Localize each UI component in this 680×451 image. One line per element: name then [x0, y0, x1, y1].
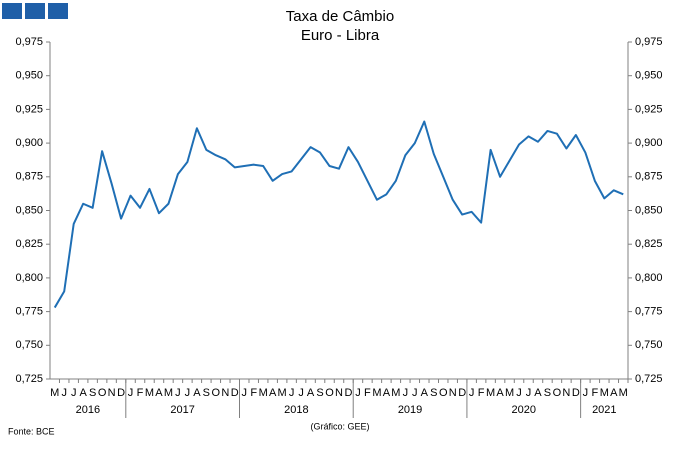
x-tick-label: A — [193, 387, 201, 399]
y-tick-label: 0,775 — [15, 306, 43, 318]
x-tick-label: S — [544, 387, 551, 399]
y2-tick-label: 0,950 — [635, 70, 663, 82]
y2-tick-label: 0,875 — [635, 171, 663, 183]
x-tick-label: M — [391, 387, 400, 399]
y2-tick-label: 0,800 — [635, 272, 663, 284]
x-tick-label: J — [241, 387, 247, 399]
x-tick-label: J — [469, 387, 475, 399]
x-tick-label: M — [486, 387, 495, 399]
x-tick-label: N — [221, 387, 229, 399]
year-label: 2021 — [592, 404, 616, 416]
year-label: 2018 — [284, 404, 308, 416]
x-tick-label: J — [583, 387, 589, 399]
x-tick-label: M — [145, 387, 154, 399]
y2-tick-label: 0,900 — [635, 137, 663, 149]
x-tick-label: F — [137, 387, 144, 399]
year-label: 2016 — [76, 404, 100, 416]
y-tick-label: 0,975 — [15, 36, 43, 48]
x-tick-label: A — [307, 387, 315, 399]
source: Fonte: BCE — [8, 426, 55, 436]
x-tick-label: S — [316, 387, 323, 399]
x-tick-label: M — [259, 387, 268, 399]
x-tick-label: J — [128, 387, 134, 399]
x-tick-label: D — [117, 387, 125, 399]
y2-tick-label: 0,975 — [635, 36, 663, 48]
x-tick-label: N — [335, 387, 343, 399]
y2-tick-label: 0,850 — [635, 204, 663, 216]
x-tick-label: N — [562, 387, 570, 399]
y2-tick-label: 0,825 — [635, 238, 663, 250]
x-tick-label: M — [619, 387, 628, 399]
y2-tick-label: 0,725 — [635, 373, 663, 385]
x-tick-label: F — [478, 387, 485, 399]
x-tick-label: J — [516, 387, 522, 399]
x-tick-label: F — [364, 387, 371, 399]
x-tick-label: M — [50, 387, 59, 399]
x-tick-label: O — [553, 387, 562, 399]
x-tick-label: O — [98, 387, 107, 399]
y-tick-label: 0,825 — [15, 238, 43, 250]
x-tick-label: M — [278, 387, 287, 399]
x-tick-label: N — [449, 387, 457, 399]
x-tick-label: M — [164, 387, 173, 399]
y-tick-label: 0,750 — [15, 339, 43, 351]
x-tick-label: F — [591, 387, 598, 399]
year-label: 2019 — [398, 404, 422, 416]
x-tick-label: A — [421, 387, 429, 399]
x-tick-label: O — [212, 387, 221, 399]
x-tick-label: A — [534, 387, 542, 399]
data-line — [53, 120, 624, 309]
x-tick-label: J — [412, 387, 418, 399]
x-tick-label: O — [439, 387, 448, 399]
x-tick-label: J — [298, 387, 304, 399]
y2-tick-label: 0,750 — [635, 339, 663, 351]
y2-tick-label: 0,925 — [635, 103, 663, 115]
x-tick-label: N — [108, 387, 116, 399]
y-tick-label: 0,950 — [15, 70, 43, 82]
x-tick-label: J — [175, 387, 181, 399]
x-tick-label: S — [89, 387, 96, 399]
y-tick-label: 0,725 — [15, 373, 43, 385]
x-tick-label: A — [79, 387, 87, 399]
x-tick-label: S — [430, 387, 437, 399]
x-tick-label: F — [250, 387, 257, 399]
x-tick-label: A — [155, 387, 163, 399]
x-tick-label: M — [372, 387, 381, 399]
year-label: 2020 — [512, 404, 536, 416]
y-tick-label: 0,875 — [15, 171, 43, 183]
x-tick-label: D — [572, 387, 580, 399]
y-tick-label: 0,850 — [15, 204, 43, 216]
y-tick-label: 0,900 — [15, 137, 43, 149]
x-tick-label: M — [505, 387, 514, 399]
x-tick-label: O — [325, 387, 334, 399]
chart-subtitle: Euro - Libra — [301, 27, 380, 44]
x-tick-label: A — [269, 387, 277, 399]
y-tick-label: 0,800 — [15, 272, 43, 284]
credit: (Gráfico: GEE) — [310, 421, 369, 431]
x-tick-label: D — [458, 387, 466, 399]
x-tick-label: D — [344, 387, 352, 399]
x-tick-label: J — [185, 387, 191, 399]
x-tick-label: S — [203, 387, 210, 399]
x-tick-label: A — [610, 387, 618, 399]
x-tick-label: M — [600, 387, 609, 399]
x-tick-label: J — [355, 387, 361, 399]
x-tick-label: J — [403, 387, 409, 399]
year-label: 2017 — [170, 404, 194, 416]
x-tick-label: J — [61, 387, 67, 399]
x-tick-label: A — [383, 387, 391, 399]
y2-tick-label: 0,775 — [635, 306, 663, 318]
x-tick-label: A — [496, 387, 504, 399]
y-tick-label: 0,925 — [15, 103, 43, 115]
x-tick-label: J — [289, 387, 295, 399]
x-tick-label: J — [71, 387, 77, 399]
logo-square — [48, 3, 68, 19]
x-tick-label: D — [231, 387, 239, 399]
logo-square — [25, 3, 45, 19]
x-tick-label: J — [526, 387, 532, 399]
chart-title: Taxa de Câmbio — [286, 8, 394, 25]
logo-square — [2, 3, 22, 19]
